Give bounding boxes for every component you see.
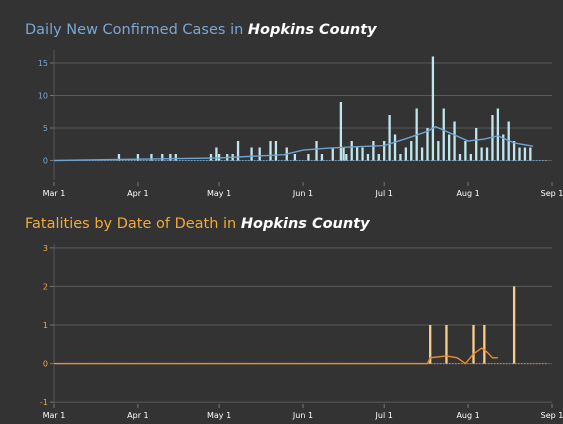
data-bar bbox=[215, 147, 218, 161]
deaths-title-county: Hopkins County bbox=[240, 216, 370, 232]
y-tick-label: -1 bbox=[40, 398, 48, 407]
data-bar bbox=[453, 121, 456, 161]
data-bar bbox=[236, 141, 240, 161]
data-bar bbox=[480, 147, 483, 161]
data-bar bbox=[445, 325, 448, 364]
data-bar bbox=[274, 141, 278, 161]
data-bar bbox=[361, 147, 364, 161]
y-tick-label: 15 bbox=[38, 59, 48, 68]
data-bar bbox=[442, 108, 445, 161]
data-bar bbox=[529, 147, 532, 161]
moving-average-line bbox=[53, 125, 534, 162]
deaths-chart-title: Fatalities by Date of Death in Hopkins C… bbox=[25, 216, 370, 232]
data-bar bbox=[377, 154, 380, 161]
data-bar bbox=[404, 147, 407, 161]
x-tick-label: Sep 1 bbox=[541, 411, 563, 420]
x-tick-label: Apr 1 bbox=[127, 189, 148, 198]
data-bar bbox=[431, 56, 435, 161]
x-tick-label: Mar 1 bbox=[43, 189, 66, 198]
data-bar bbox=[339, 102, 343, 161]
x-tick-label: Sep 1 bbox=[541, 189, 563, 198]
x-tick-label: May 1 bbox=[207, 189, 231, 198]
deaths-chart: -1 0 1 2 3 Mar 1 Apr 1 May 1 Jun 1 Jul 1 Aug 1 Sep … bbox=[40, 244, 563, 420]
data-bar bbox=[437, 141, 440, 161]
data-bar bbox=[518, 147, 521, 161]
data-bar bbox=[512, 141, 516, 161]
x-tick-label: Jul 1 bbox=[375, 411, 393, 420]
data-bar bbox=[393, 134, 397, 161]
data-bar bbox=[372, 141, 375, 161]
data-bar bbox=[472, 325, 475, 364]
cases-title-prefix: Daily New Confirmed Cases in bbox=[25, 22, 248, 38]
deaths-title-prefix: Fatalities by Date of Death in bbox=[25, 216, 241, 232]
y-tick-label: 10 bbox=[38, 92, 48, 101]
data-bar bbox=[420, 147, 424, 161]
data-bar bbox=[464, 141, 467, 161]
data-bar bbox=[355, 147, 359, 161]
moving-average-line bbox=[54, 347, 498, 365]
data-bar bbox=[429, 325, 432, 364]
data-bar bbox=[315, 141, 318, 161]
x-tick-label: Apr 1 bbox=[127, 411, 148, 420]
x-tick-label: Aug 1 bbox=[456, 189, 479, 198]
y-tick-label: 5 bbox=[43, 124, 48, 133]
data-bar bbox=[345, 154, 348, 161]
data-bar bbox=[307, 154, 310, 161]
x-tick-label: Jul 1 bbox=[375, 189, 393, 198]
y-tick-label: 0 bbox=[43, 360, 48, 369]
data-bar bbox=[136, 154, 140, 161]
data-bar bbox=[410, 141, 413, 161]
data-bar bbox=[150, 154, 153, 161]
y-tick-label: 0 bbox=[43, 157, 48, 166]
cases-title-county: Hopkins County bbox=[247, 22, 377, 38]
data-bar bbox=[269, 141, 272, 161]
data-bar bbox=[209, 154, 213, 161]
data-bar bbox=[448, 134, 451, 161]
data-bar bbox=[169, 154, 172, 161]
data-bar bbox=[485, 147, 489, 161]
data-bar bbox=[320, 154, 324, 161]
data-bar bbox=[399, 154, 402, 161]
y-tick-label: 1 bbox=[43, 321, 48, 330]
data-bar bbox=[117, 154, 121, 161]
y-tick-label: 2 bbox=[43, 282, 48, 291]
data-bar bbox=[502, 134, 505, 161]
data-bar bbox=[475, 128, 478, 161]
data-bar bbox=[496, 108, 500, 161]
data-bar bbox=[331, 147, 334, 161]
data-bar bbox=[161, 154, 164, 161]
data-bar bbox=[512, 286, 516, 364]
data-bar bbox=[383, 141, 386, 161]
data-bar bbox=[350, 141, 353, 161]
cases-chart: 0 5 10 15 Mar 1 Apr 1 May 1 Jun 1 Jul 1 Aug 1 Sep … bbox=[38, 50, 563, 198]
data-bar bbox=[366, 154, 370, 161]
data-bar bbox=[174, 154, 177, 161]
data-bar bbox=[458, 154, 462, 161]
data-bar bbox=[258, 147, 261, 161]
data-bar bbox=[483, 325, 486, 364]
data-bar bbox=[469, 154, 472, 161]
x-tick-label: Jun 1 bbox=[292, 411, 313, 420]
cases-chart-title: Daily New Confirmed Cases in Hopkins Cou… bbox=[25, 22, 377, 38]
data-bar bbox=[250, 147, 253, 161]
x-tick-label: Mar 1 bbox=[43, 411, 66, 420]
x-tick-label: Aug 1 bbox=[456, 411, 479, 420]
data-bar bbox=[426, 128, 429, 161]
data-bar bbox=[388, 115, 391, 161]
y-tick-label: 3 bbox=[43, 244, 48, 253]
x-tick-label: Jun 1 bbox=[292, 189, 313, 198]
data-bar bbox=[293, 154, 297, 161]
data-bar bbox=[523, 147, 527, 161]
x-tick-label: May 1 bbox=[207, 411, 231, 420]
data-bar bbox=[342, 147, 345, 161]
